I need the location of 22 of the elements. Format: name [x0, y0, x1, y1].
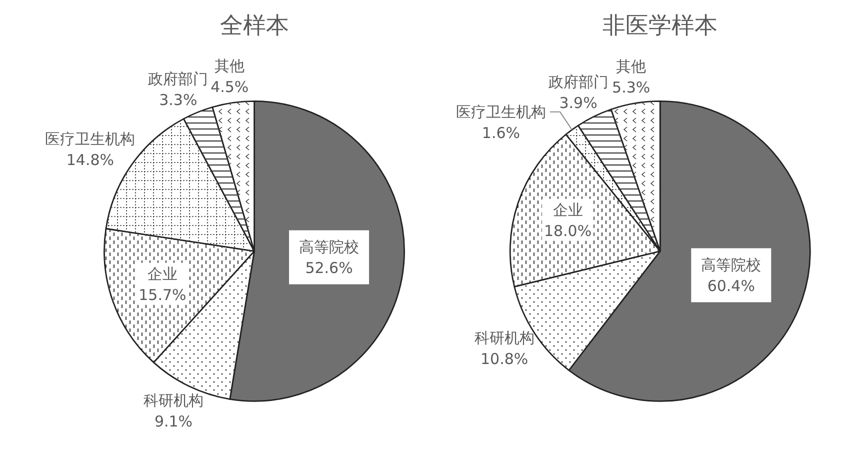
slice-label: 企业 — [552, 200, 583, 219]
label: 医疗卫生机构 1.6% — [456, 103, 546, 142]
data-label: 52.6% — [305, 259, 353, 278]
chart-title: 全样本 — [220, 13, 289, 40]
label: 企业 18.0% — [542, 198, 594, 241]
label: 科研机构 9.1% — [144, 392, 204, 430]
label: 政府部门 3.3% — [148, 70, 208, 110]
chart-title: 非医学样本 — [602, 13, 718, 40]
slice-label: 高等院校 — [299, 238, 360, 256]
slice-label: 高等院校 — [701, 256, 762, 274]
label: 科研机构 10.8% — [474, 328, 534, 368]
data-label: 60.4% — [707, 277, 755, 296]
label: 企业 15.7% — [136, 262, 188, 305]
label: 其他 4.5% — [210, 56, 249, 96]
data-label: 18.0% — [544, 222, 592, 240]
label: 医疗卫生机构 14.8% — [45, 130, 136, 169]
label: 其他 5.3% — [612, 58, 650, 96]
label: 政府部门 3.9% — [548, 73, 608, 112]
label: 高等院校 60.4% — [691, 248, 772, 302]
data-label: 15.7% — [138, 286, 186, 304]
slice-label: 企业 — [147, 264, 178, 283]
label: 高等院校 52.6% — [289, 230, 370, 284]
